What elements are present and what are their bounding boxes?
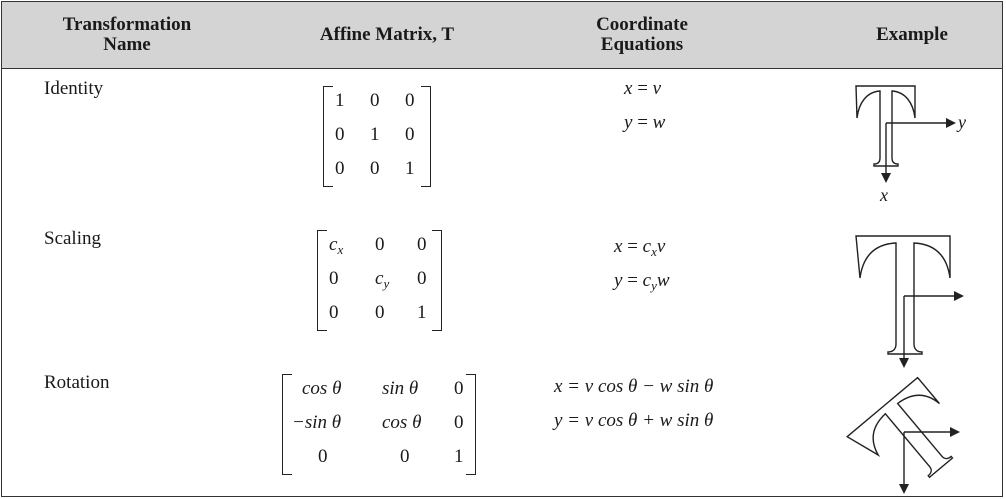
matrix-cell: −sin θ	[292, 412, 342, 433]
eq-op: =	[637, 112, 648, 133]
matrix-cell: 1	[335, 90, 345, 111]
eq-lhs: x	[614, 236, 623, 257]
matrix-cell: 1	[454, 446, 464, 467]
eq-c: c	[642, 270, 652, 291]
eq-c: c	[642, 236, 652, 257]
row-name-rotation: Rotation	[44, 372, 110, 393]
matrix-cell: 0	[370, 158, 380, 179]
identity-eq-x: x = v	[624, 78, 661, 100]
matrix-cell: 0	[329, 302, 339, 323]
header-coord-line1: Coordinate	[596, 14, 688, 35]
eq-op: =	[627, 236, 638, 257]
eq-sub: y	[651, 278, 657, 293]
matrix-cell: 0	[375, 234, 385, 255]
matrix-cell: cy	[375, 268, 390, 291]
matrix-cell: 0	[454, 412, 464, 433]
scaling-example-icon	[855, 235, 964, 368]
matrix-cell: 1	[405, 158, 415, 179]
eq-lhs: x	[624, 78, 633, 99]
cell-sub: y	[383, 276, 390, 291]
bracket-right	[466, 374, 476, 475]
scaling-eq-y: y = cyw	[614, 270, 670, 293]
axis-label-y: y	[956, 112, 966, 132]
axis-label-x: x	[879, 185, 888, 205]
row-name-scaling: Scaling	[44, 228, 101, 249]
cell-c: c	[375, 268, 384, 289]
eq-rhs: v	[652, 78, 662, 99]
eq-lhs: y	[624, 112, 633, 133]
matrix-cell: 0	[329, 268, 339, 289]
bracket-left	[317, 230, 327, 331]
header-coordinate-equations: Coordinate Equations	[522, 2, 762, 68]
table-header: Transformation Name Affine Matrix, T Coo…	[2, 2, 1002, 69]
matrix-cell: 0	[335, 124, 345, 145]
header-name-line1: Transformation	[62, 14, 192, 35]
eq-op: =	[627, 270, 638, 291]
matrix-cell: cos θ	[302, 378, 342, 399]
eq-sub: x	[651, 244, 657, 259]
matrix-cell: 0	[318, 446, 328, 467]
header-affine-matrix: Affine Matrix, T	[319, 24, 455, 45]
matrix-cell: 0	[417, 268, 427, 289]
header-example: Example	[876, 24, 948, 45]
matrix-cell: 1	[370, 124, 380, 145]
matrix-cell: 0	[405, 124, 415, 145]
bracket-right	[432, 230, 442, 331]
rotation-eq-x: x = v cos θ − w sin θ	[554, 376, 714, 397]
rotation-example-icon	[845, 376, 960, 494]
header-transformation-name: Transformation Name	[2, 2, 252, 68]
matrix-cell: 0	[335, 158, 345, 179]
matrix-cell: sin θ	[382, 378, 419, 399]
matrix-cell: 0	[405, 90, 415, 111]
matrix-cell: 0	[370, 90, 380, 111]
rotation-matrix: cos θ sin θ 0 −sin θ cos θ 0 0 0 1	[282, 374, 476, 475]
eq-lhs: y	[614, 270, 623, 291]
row-name-identity: Identity	[44, 78, 104, 99]
identity-eq-y: y = w	[624, 112, 665, 134]
matrix-cell: 0	[375, 302, 385, 323]
matrix-cell: cos θ	[382, 412, 422, 433]
bracket-left	[282, 374, 292, 475]
bracket-left	[323, 86, 333, 187]
cell-sub: x	[337, 242, 344, 257]
eq-op: =	[637, 78, 648, 99]
matrix-cell: 0	[417, 234, 427, 255]
scaling-eq-x: x = cxv	[614, 236, 666, 259]
cell-c: c	[329, 234, 338, 255]
matrix-cell: 0	[400, 446, 410, 467]
identity-matrix: 1 0 0 0 1 0 0 0 1	[323, 86, 431, 187]
matrix-cell: cx	[329, 234, 344, 257]
rotation-eq-y: y = v cos θ + w sin θ	[554, 410, 714, 431]
bracket-right	[421, 86, 431, 187]
matrix-cell: 0	[454, 378, 464, 399]
eq-rhs: w	[652, 112, 666, 133]
header-name-line2: Name	[103, 34, 151, 55]
header-coord-line2: Equations	[600, 34, 684, 55]
matrix-cell: 1	[417, 302, 427, 323]
eq-var: v	[656, 236, 666, 257]
identity-example-icon: y x	[855, 85, 966, 205]
scaling-matrix: cx 0 0 0 cy 0 0 0 1	[317, 230, 442, 331]
eq-var: w	[656, 270, 670, 291]
